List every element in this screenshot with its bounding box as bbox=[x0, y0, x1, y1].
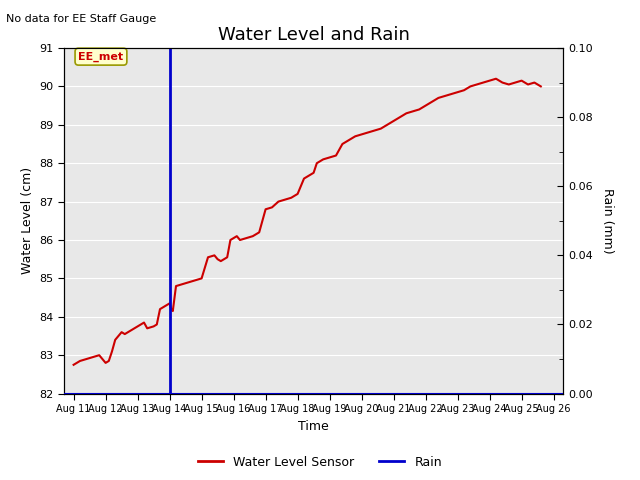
Y-axis label: Water Level (cm): Water Level (cm) bbox=[20, 167, 34, 275]
Text: No data for EE Staff Gauge: No data for EE Staff Gauge bbox=[6, 14, 157, 24]
X-axis label: Time: Time bbox=[298, 420, 329, 432]
Y-axis label: Rain (mm): Rain (mm) bbox=[601, 188, 614, 253]
Text: EE_met: EE_met bbox=[79, 51, 124, 62]
Legend: Water Level Sensor, Rain: Water Level Sensor, Rain bbox=[193, 451, 447, 474]
Title: Water Level and Rain: Water Level and Rain bbox=[218, 25, 410, 44]
